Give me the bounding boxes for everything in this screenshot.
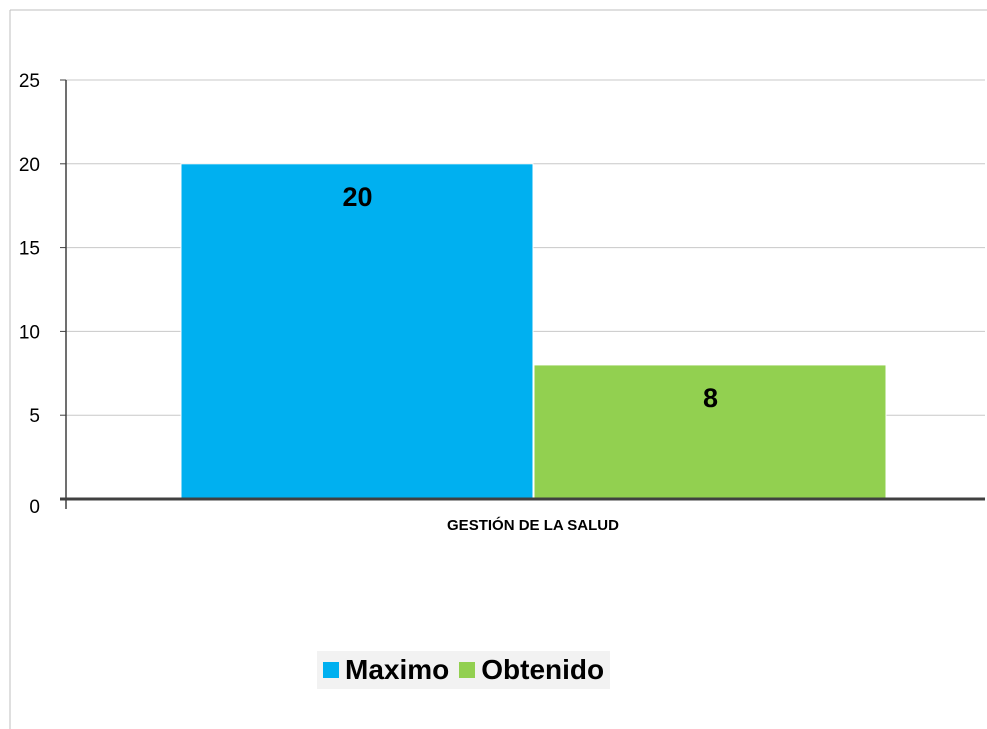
legend-item-maximo: Maximo — [323, 656, 449, 684]
x-axis-categories: GESTIÓN DE LA SALUD — [447, 516, 619, 534]
chart-border — [9, 9, 987, 729]
bars — [180, 163, 887, 500]
legend-label-obtenido: Obtenido — [481, 654, 605, 685]
y-tick-label: 20 — [19, 155, 40, 176]
legend-item-obtenido: Obtenido — [459, 656, 604, 684]
legend: Maximo Obtenido — [317, 651, 611, 689]
legend-swatch-obtenido — [459, 662, 476, 678]
legend-swatch-maximo — [323, 662, 339, 678]
y-tick-label: 15 — [19, 239, 40, 260]
axes — [60, 80, 985, 509]
data-labels: 20 8 — [342, 182, 718, 413]
data-label-obtenido: 8 — [703, 383, 718, 413]
y-tick-label: 25 — [19, 71, 40, 92]
bar-obtenido — [533, 364, 887, 500]
legend-label-maximo: Maximo — [345, 654, 450, 685]
y-tick-label: 5 — [29, 406, 40, 427]
y-tick-label: 10 — [19, 322, 40, 343]
x-category-label: GESTIÓN DE LA SALUD — [447, 516, 619, 534]
bar-maximo — [180, 163, 534, 500]
data-label-maximo: 20 — [342, 182, 372, 212]
y-tick-label: 0 — [29, 497, 40, 518]
y-axis-ticks: 0 5 10 15 20 25 — [19, 71, 66, 518]
